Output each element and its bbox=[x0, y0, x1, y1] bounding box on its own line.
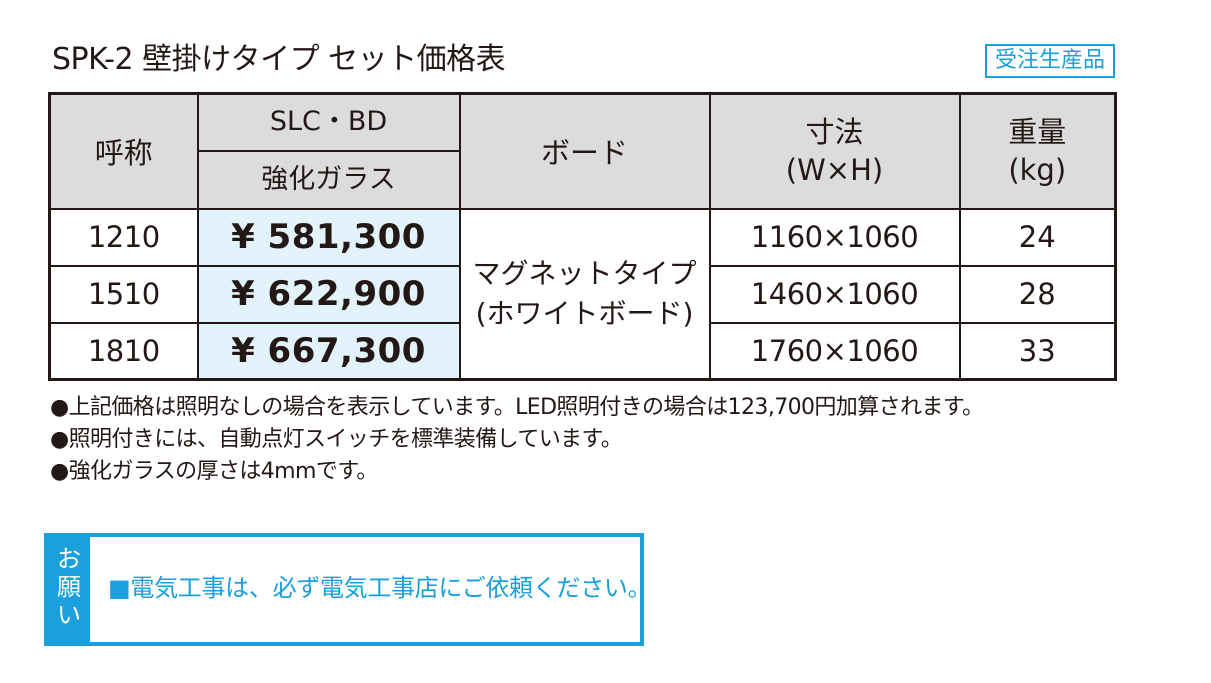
note-item: ●照明付きには、自動点灯スイッチを標準装備しています。 bbox=[50, 427, 623, 452]
board-type-line2: (ホワイトボード) bbox=[475, 296, 694, 330]
row-code: 1810 bbox=[48, 321, 199, 381]
table-row: 1510 ¥ 622,900 1460×1060 28 bbox=[48, 264, 1117, 324]
request-box: お 願 い ■電気工事は、必ず電気工事店にご依頼ください。 bbox=[44, 533, 652, 646]
made-to-order-badge: 受注生産品 bbox=[985, 44, 1115, 78]
note-item: ●上記価格は照明なしの場合を表示しています。LED照明付きの場合は123,700… bbox=[50, 395, 984, 420]
header-material-bottom-label: 強化ガラス bbox=[261, 163, 396, 195]
header-weight-unit: (kg) bbox=[1008, 153, 1067, 188]
request-tag-char: お bbox=[57, 545, 81, 573]
row-weight: 33 bbox=[958, 321, 1117, 381]
page-title: SPK-2 壁掛けタイプ セット価格表 bbox=[52, 42, 506, 77]
request-tag-char: い bbox=[57, 601, 81, 629]
header-material-top-label: SLC・BD bbox=[269, 106, 388, 138]
row-size: 1160×1060 bbox=[708, 207, 961, 267]
row-weight: 28 bbox=[958, 264, 1117, 324]
row-code: 1510 bbox=[48, 264, 199, 324]
header-weight-label: 重量 bbox=[1008, 115, 1067, 150]
row-code: 1210 bbox=[48, 207, 199, 267]
table-row: 1210 ¥ 581,300 マグネットタイプ (ホワイトボード) 1160×1… bbox=[48, 207, 1117, 381]
header-code: 呼称 bbox=[48, 92, 199, 210]
header-size: 寸法 (W×H) bbox=[708, 92, 961, 210]
header-weight: 重量 (kg) bbox=[958, 92, 1117, 210]
request-tag-char: 願 bbox=[57, 573, 81, 601]
table-row: 1810 ¥ 667,300 1760×1060 33 bbox=[48, 321, 1117, 381]
row-size: 1760×1060 bbox=[708, 321, 961, 381]
request-tag: お 願 い bbox=[48, 537, 90, 642]
header-size-unit: (W×H) bbox=[785, 153, 884, 188]
header-material-bottom: 強化ガラス bbox=[196, 149, 461, 210]
header-code-label: 呼称 bbox=[94, 136, 153, 171]
header-board-label: ボード bbox=[540, 136, 628, 171]
header-size-label: 寸法 bbox=[805, 115, 864, 150]
row-weight: 24 bbox=[958, 207, 1117, 267]
notes-list: ●上記価格は照明なしの場合を表示しています。LED照明付きの場合は123,700… bbox=[50, 392, 984, 488]
board-type-cell: マグネットタイプ (ホワイトボード) bbox=[458, 207, 711, 381]
row-price: ¥ 581,300 bbox=[196, 207, 461, 267]
price-table: 呼称 SLC・BD ボード 寸法 (W×H) 重量 (kg) 強化ガラス 121… bbox=[48, 92, 1117, 381]
note-item: ●強化ガラスの厚さは4mmです。 bbox=[50, 459, 378, 484]
header-material-top: SLC・BD bbox=[196, 92, 461, 152]
board-type-line1: マグネットタイプ bbox=[472, 256, 697, 290]
row-price: ¥ 667,300 bbox=[196, 321, 461, 381]
request-text: ■電気工事は、必ず電気工事店にご依頼ください。 bbox=[108, 574, 652, 602]
header-board: ボード bbox=[458, 92, 711, 210]
row-price: ¥ 622,900 bbox=[196, 264, 461, 324]
row-size: 1460×1060 bbox=[708, 264, 961, 324]
